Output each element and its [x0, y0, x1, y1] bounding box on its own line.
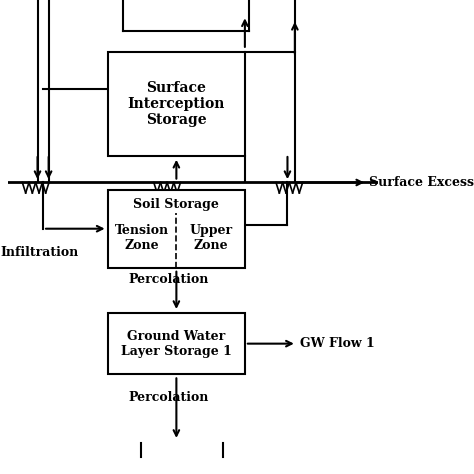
Bar — [108, 190, 245, 268]
Text: Surface Excess: Surface Excess — [369, 176, 474, 189]
Text: GW Flow 1: GW Flow 1 — [301, 337, 375, 350]
Text: Infiltration: Infiltration — [0, 246, 79, 259]
Text: Surface
Interception
Storage: Surface Interception Storage — [128, 81, 225, 128]
Text: Percolation: Percolation — [129, 391, 209, 404]
Text: Ground Water
Layer Storage 1: Ground Water Layer Storage 1 — [121, 329, 232, 358]
Bar — [108, 313, 245, 374]
Text: Upper
Zone: Upper Zone — [189, 224, 232, 252]
Text: Percolation: Percolation — [129, 273, 209, 285]
Bar — [108, 52, 245, 156]
Text: Soil Storage: Soil Storage — [134, 198, 219, 211]
Text: Tension
Zone: Tension Zone — [115, 224, 169, 252]
